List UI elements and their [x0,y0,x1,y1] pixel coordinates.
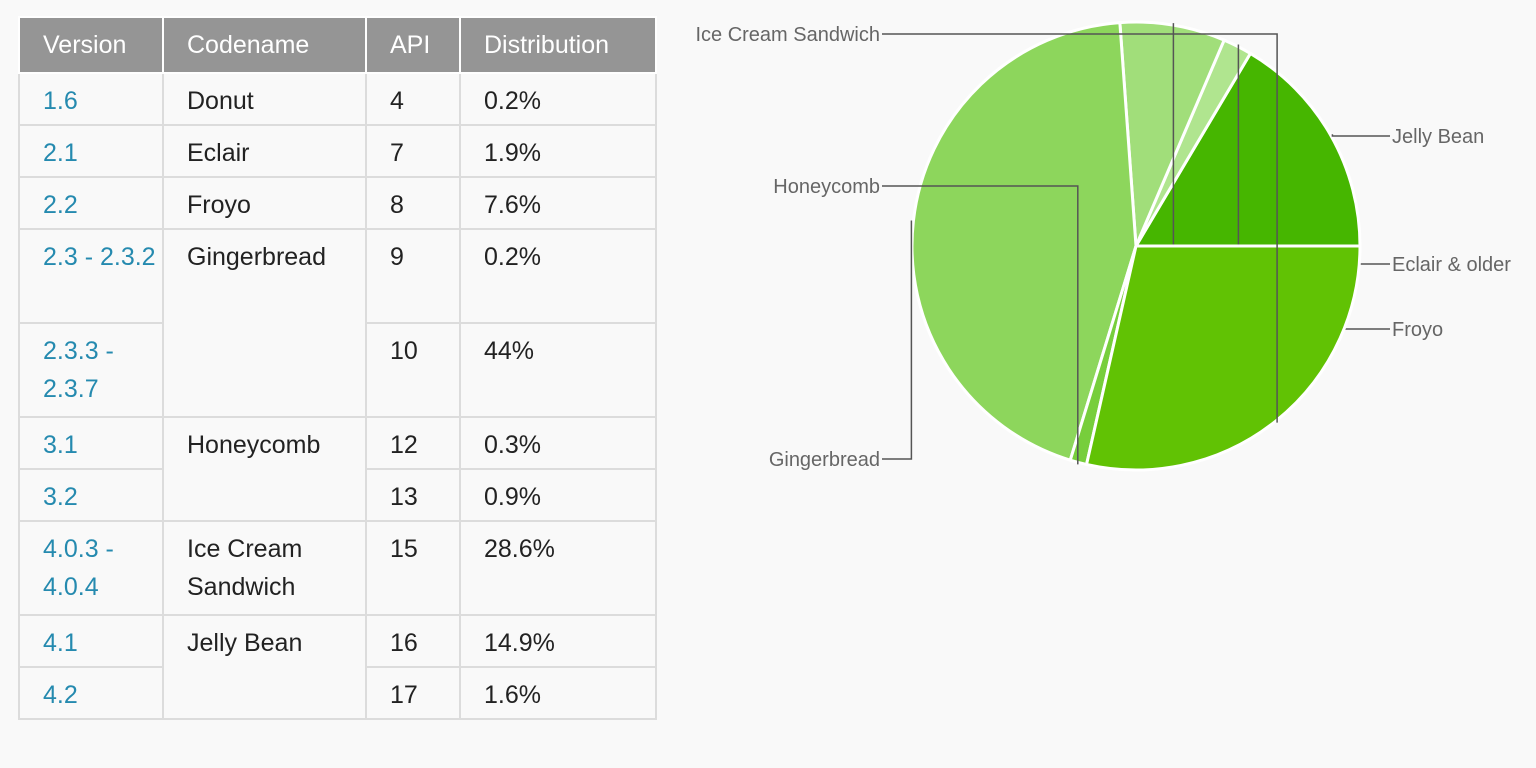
api-cell: 4 [365,72,461,126]
pie-label-jelly-bean: Jelly Bean [1392,126,1484,148]
header-version: Version [18,16,164,74]
table-row: 1.6 Donut 4 0.2% [18,72,657,126]
version-link[interactable]: 4.0.3 - 4.0.4 [18,520,164,616]
header-distribution: Distribution [459,16,657,74]
table-row: 4.2 17 1.6% [18,666,657,720]
pie-label-froyo: Froyo [1392,319,1443,341]
version-link[interactable]: 1.6 [18,72,164,126]
callout-line [882,33,1278,423]
pie-label-ice-cream-sandwich: Ice Cream Sandwich [695,24,880,46]
api-cell: 15 [365,520,461,616]
distribution-cell: 0.2% [459,72,657,126]
codename-cell: Honeycomb [162,416,367,522]
distribution-table: Version Codename API Distribution 1.6 Do… [18,16,657,720]
callout-line [882,220,913,460]
table-row: 4.1 Jelly Bean 16 14.9% [18,614,657,720]
api-cell: 13 [365,468,461,522]
table-row: 2.3 - 2.3.2 Gingerbread 9 0.2% [18,228,657,418]
pie-chart: Jelly Bean Eclair & older Froyo Gingerbread… [695,20,1511,472]
table-row: 2.3.3 - 2.3.7 10 44% [18,322,657,418]
distribution-cell: 0.9% [459,468,657,522]
distribution-cell: 14.9% [459,614,657,668]
header-api: API [365,16,461,74]
header-codename: Codename [162,16,367,74]
version-link[interactable]: 3.1 [18,416,164,470]
codename-cell: Eclair [162,124,367,178]
version-link[interactable]: 4.2 [18,666,164,720]
table-row: 2.1 Eclair 7 1.9% [18,124,657,178]
api-cell: 12 [365,416,461,470]
version-link[interactable]: 4.1 [18,614,164,668]
codename-cell: Jelly Bean [162,614,367,720]
codename-cell: Gingerbread [162,228,367,418]
pie-label-eclair-older: Eclair & older [1392,254,1511,276]
pie-label-honeycomb: Honeycomb [773,176,880,198]
version-link[interactable]: 2.3.3 - 2.3.7 [18,322,164,418]
distribution-cell: 28.6% [459,520,657,616]
table-row: 4.0.3 - 4.0.4 Ice Cream Sandwich 15 28.6… [18,520,657,616]
pie-slice-gingerbread [910,20,1138,463]
pie-slice-jelly-bean [1133,51,1362,248]
callout-line [882,185,1079,465]
api-cell: 16 [365,614,461,668]
api-cell: 10 [365,322,461,418]
codename-cell: Ice Cream Sandwich [162,520,367,616]
pie-chart-area: Jelly Bean Eclair & older Froyo Gingerbread… [660,0,1536,500]
distribution-cell: 0.3% [459,416,657,470]
distribution-cell: 0.2% [459,228,657,324]
table-row: 3.2 13 0.9% [18,468,657,522]
table-row: 2.2 Froyo 8 7.6% [18,176,657,230]
api-cell: 17 [365,666,461,720]
pie-slice-ice-cream-sandwich [1084,244,1362,472]
api-cell: 8 [365,176,461,230]
codename-cell: Donut [162,72,367,126]
version-link[interactable]: 2.3 - 2.3.2 [18,228,164,324]
version-link[interactable]: 2.2 [18,176,164,230]
api-cell: 9 [365,228,461,324]
version-link[interactable]: 2.1 [18,124,164,178]
api-cell: 7 [365,124,461,178]
distribution-cell: 44% [459,322,657,418]
distribution-cell: 1.9% [459,124,657,178]
table-row: 3.1 Honeycomb 12 0.3% [18,416,657,522]
codename-cell: Froyo [162,176,367,230]
distribution-cell: 7.6% [459,176,657,230]
distribution-cell: 1.6% [459,666,657,720]
pie-label-gingerbread: Gingerbread [769,449,880,471]
table-header-row: Version Codename API Distribution [18,16,657,74]
version-link[interactable]: 3.2 [18,468,164,522]
callout-line [1331,134,1390,137]
